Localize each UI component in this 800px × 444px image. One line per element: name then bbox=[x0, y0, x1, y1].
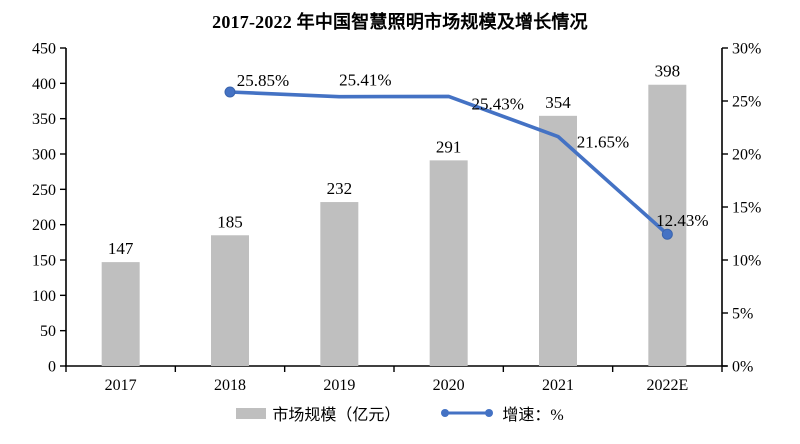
line-marker bbox=[224, 86, 236, 98]
left-axis-tick-label: 0 bbox=[48, 359, 56, 376]
bar-2019 bbox=[320, 202, 359, 366]
legend-label-growth: 增速：% bbox=[502, 407, 564, 424]
bar-2018 bbox=[211, 235, 249, 366]
growth-value-label: 25.41% bbox=[339, 71, 391, 90]
right-axis-tick-label: 10% bbox=[732, 253, 761, 270]
line-marker bbox=[661, 228, 673, 240]
x-axis-category-label: 2020 bbox=[433, 377, 465, 394]
right-axis-tick-label: 20% bbox=[732, 147, 761, 164]
bar-2021 bbox=[539, 115, 577, 366]
legend-item-growth: 增速：% bbox=[438, 401, 564, 425]
legend-label-market-size: 市场规模（亿元） bbox=[272, 407, 401, 424]
growth-value-label: 25.85% bbox=[237, 71, 289, 90]
bar-value-label: 147 bbox=[108, 239, 134, 258]
bar-2022E bbox=[648, 84, 687, 366]
left-axis-tick-label: 450 bbox=[32, 41, 56, 58]
bar-value-label: 291 bbox=[436, 137, 462, 156]
growth-value-label: 12.43% bbox=[656, 211, 708, 230]
x-axis-category-label: 2018 bbox=[214, 377, 246, 394]
left-axis-tick-label: 250 bbox=[32, 182, 56, 199]
bar-value-label: 185 bbox=[217, 212, 243, 231]
x-axis-category-label: 2022E bbox=[646, 377, 688, 394]
legend-item-market-size: 市场规模（亿元） bbox=[236, 401, 400, 425]
right-axis-tick-label: 5% bbox=[732, 306, 753, 323]
chart-title: 2017-2022 年中国智慧照明市场规模及增长情况 bbox=[212, 12, 588, 32]
left-axis-tick-label: 50 bbox=[40, 323, 56, 340]
bar-value-label: 398 bbox=[655, 62, 681, 81]
x-axis-category-label: 2019 bbox=[323, 377, 355, 394]
left-axis-tick-label: 300 bbox=[32, 147, 56, 164]
left-axis-tick-label: 200 bbox=[32, 217, 56, 234]
right-axis-tick-label: 30% bbox=[732, 41, 761, 58]
growth-value-label: 21.65% bbox=[577, 133, 629, 152]
bar-2020 bbox=[429, 160, 468, 366]
bar-value-label: 354 bbox=[545, 93, 571, 112]
left-axis-tick-label: 400 bbox=[32, 76, 56, 93]
line-swatch-icon bbox=[441, 409, 494, 417]
x-axis-category-label: 2021 bbox=[542, 377, 574, 394]
bar-swatch-icon bbox=[236, 407, 267, 419]
right-axis-tick-label: 15% bbox=[732, 200, 761, 217]
left-axis-tick-label: 350 bbox=[32, 111, 56, 128]
x-axis-category-label: 2017 bbox=[105, 377, 137, 394]
growth-value-label: 25.43% bbox=[471, 94, 523, 113]
right-axis-tick-label: 0% bbox=[732, 359, 753, 376]
bar-2017 bbox=[101, 262, 140, 366]
right-axis-tick-label: 25% bbox=[732, 94, 761, 111]
bar-value-label: 232 bbox=[327, 179, 353, 198]
growth-line bbox=[229, 90, 669, 236]
left-axis-tick-label: 150 bbox=[32, 253, 56, 270]
chart-legend: 市场规模（亿元） 增速：% bbox=[0, 401, 800, 425]
left-axis-tick-label: 100 bbox=[32, 288, 56, 305]
